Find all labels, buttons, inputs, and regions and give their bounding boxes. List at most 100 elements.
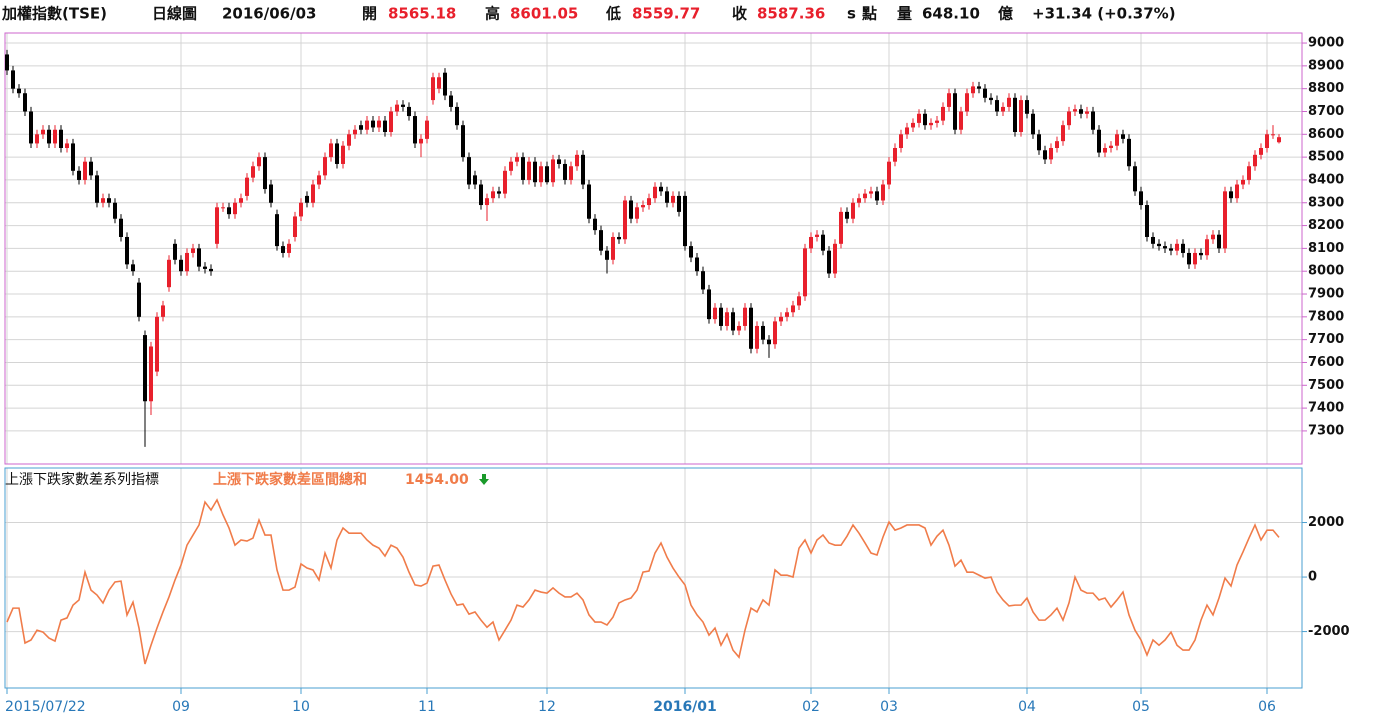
candle-body [1241, 179, 1245, 185]
candle-body [1265, 134, 1269, 148]
candle-body [923, 113, 927, 126]
candle-body [221, 207, 225, 209]
candle-body [1013, 97, 1017, 133]
candle-body [647, 198, 651, 206]
y-tick-label: 7500 [1308, 378, 1344, 393]
candle-body [719, 307, 723, 326]
y-tick-label: 8100 [1308, 241, 1344, 256]
candle-body [863, 193, 867, 199]
candle-body [431, 77, 435, 101]
candle-body [167, 259, 171, 288]
indicator-line [6, 498, 1280, 665]
candle-body [137, 282, 141, 317]
candle-body [755, 325, 759, 349]
candle-body [1217, 234, 1221, 249]
low-label: 低 [605, 5, 621, 23]
candle-body [635, 207, 639, 219]
candle-body [527, 161, 531, 180]
candle-body [77, 170, 81, 180]
period: 日線圖 [152, 5, 197, 23]
candle-body [1151, 236, 1155, 244]
candle-body [773, 321, 777, 345]
candle-body [1103, 147, 1107, 153]
candle-body [887, 161, 891, 185]
candle-body [1139, 191, 1143, 206]
candle-body [419, 138, 423, 144]
y-tick-label: 8200 [1308, 218, 1344, 233]
candle-body [281, 246, 285, 253]
candle-body [1277, 137, 1281, 143]
candle-body [1145, 205, 1149, 237]
candle-body [515, 157, 519, 162]
candle-body [125, 236, 129, 265]
high-label: 高 [485, 5, 500, 23]
candle-body [743, 307, 747, 326]
candle-body [575, 154, 579, 167]
candle-body [995, 100, 999, 112]
candle-body [971, 86, 975, 94]
candle-body [1109, 145, 1113, 148]
candle-body [611, 236, 615, 260]
candle-body [1157, 243, 1161, 247]
open-value: 8565.18 [388, 5, 456, 23]
candle-body [1133, 166, 1137, 192]
s-mark: s [847, 5, 856, 23]
candle-body [197, 248, 201, 267]
candle-body [1127, 138, 1131, 167]
candle-body [299, 202, 303, 217]
candle-body [959, 111, 963, 130]
candle-body [41, 129, 45, 135]
candle-body [983, 88, 987, 98]
current-value: 1454.00 [405, 472, 469, 488]
candle-body [143, 335, 147, 402]
candle-body [71, 143, 75, 171]
candle-body [707, 289, 711, 320]
candle-body [1259, 147, 1263, 155]
y-tick-label: 7900 [1308, 287, 1344, 302]
candle-body [491, 191, 495, 199]
candle-body [1079, 109, 1083, 114]
x-tick-label: 04 [1018, 699, 1036, 715]
candle-body [227, 207, 231, 215]
candle-body [209, 268, 213, 272]
candle-body [1175, 243, 1179, 251]
candle-body [791, 305, 795, 313]
legend-entry: 上漲下跌家數差區間總和 [213, 471, 367, 488]
candle-body [521, 157, 525, 180]
x-tick-label: 06 [1258, 699, 1276, 715]
candle-body [1073, 109, 1077, 112]
unit: 點 [862, 5, 877, 23]
candle-body [1055, 141, 1059, 148]
candle-body [455, 106, 459, 126]
candle-body [401, 104, 405, 107]
candle-body [977, 86, 981, 89]
x-tick-label: 2015/07/22 [5, 699, 86, 715]
y-tick-label: 7700 [1308, 332, 1344, 347]
candle-body [617, 236, 621, 240]
candle-body [587, 184, 591, 219]
candle-body [689, 246, 693, 258]
candle-body [701, 271, 705, 290]
candle-body [245, 177, 249, 196]
candle-body [1007, 97, 1011, 107]
candle-body [1223, 191, 1227, 249]
y-tick-label: 8500 [1308, 150, 1344, 165]
candle-body [161, 305, 165, 317]
candle-body [413, 116, 417, 144]
candle-body [545, 166, 549, 183]
candle-body [1121, 134, 1125, 139]
candle-body [1169, 248, 1173, 251]
candle-body [761, 325, 765, 340]
candle-body [1001, 106, 1005, 112]
candle-body [215, 207, 219, 244]
candle-body [821, 234, 825, 251]
candle-body [671, 195, 675, 203]
close-label: 收 [732, 5, 747, 23]
candle-body [623, 200, 627, 240]
candle-body [1253, 154, 1257, 167]
candle-body [1187, 252, 1191, 265]
candle-body [1097, 129, 1101, 153]
candle-body [1271, 134, 1275, 136]
y-tick-label: 8800 [1308, 81, 1344, 96]
candle-body [749, 307, 753, 349]
